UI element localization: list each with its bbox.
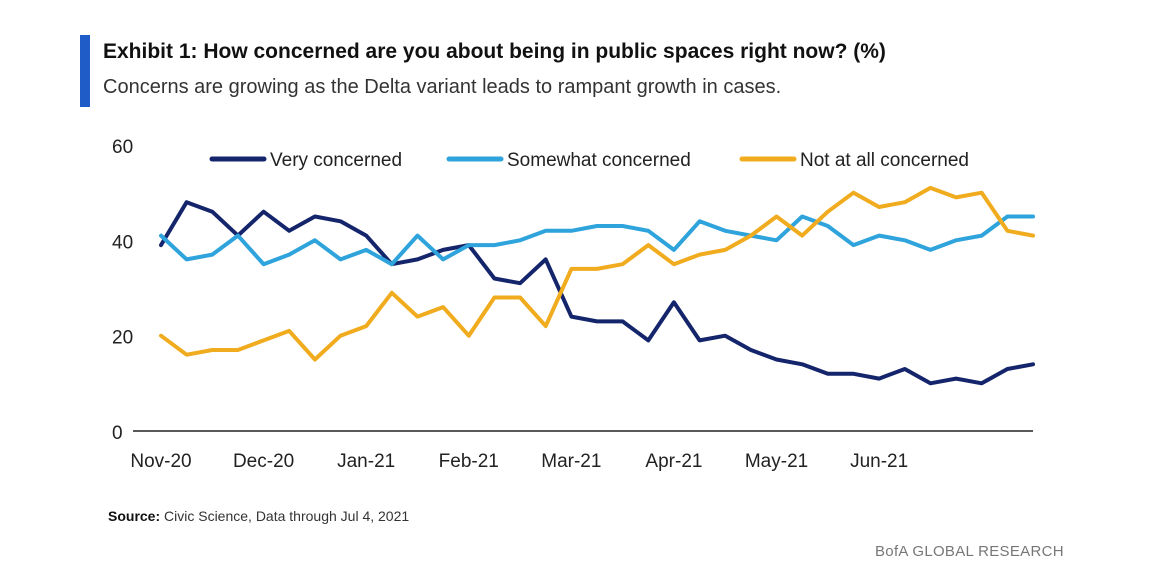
x-tick-label-Nov-20: Nov-20 [130,451,191,472]
y-tick-label-60: 60 [112,137,133,158]
x-tick-label-May-21: May-21 [745,451,808,472]
source-label: Source: [108,508,161,524]
y-tick-label-0: 0 [112,423,123,444]
chart-title: Exhibit 1: How concerned are you about b… [103,40,886,63]
brand-label: BofA GLOBAL RESEARCH [875,543,1064,560]
x-tick-label-Mar-21: Mar-21 [541,451,601,472]
x-tick-label-Jun-21: Jun-21 [850,451,908,472]
legend-label-somewhat-concerned: Somewhat concerned [507,150,691,171]
y-tick-label-40: 40 [112,232,133,253]
chart-subtitle: Concerns are growing as the Delta varian… [103,76,782,98]
source-text: Civic Science, Data through Jul 4, 2021 [164,508,410,524]
x-tick-label-Feb-21: Feb-21 [439,451,499,472]
source-note: Source: Civic Science, Data through Jul … [108,508,409,524]
x-tick-label-Apr-21: Apr-21 [645,451,702,472]
legend-label-very-concerned: Very concerned [270,150,402,171]
accent-bar [80,35,90,107]
legend-label-not-at-all-concerned: Not at all concerned [800,150,969,171]
series-line-very-concerned [159,200,1035,386]
series-line-not-at-all-concerned [159,185,1035,362]
x-tick-label-Dec-20: Dec-20 [233,451,294,472]
series-line-somewhat-concerned [159,214,1035,267]
x-tick-label-Jan-21: Jan-21 [337,451,395,472]
y-tick-label-20: 20 [112,328,133,349]
